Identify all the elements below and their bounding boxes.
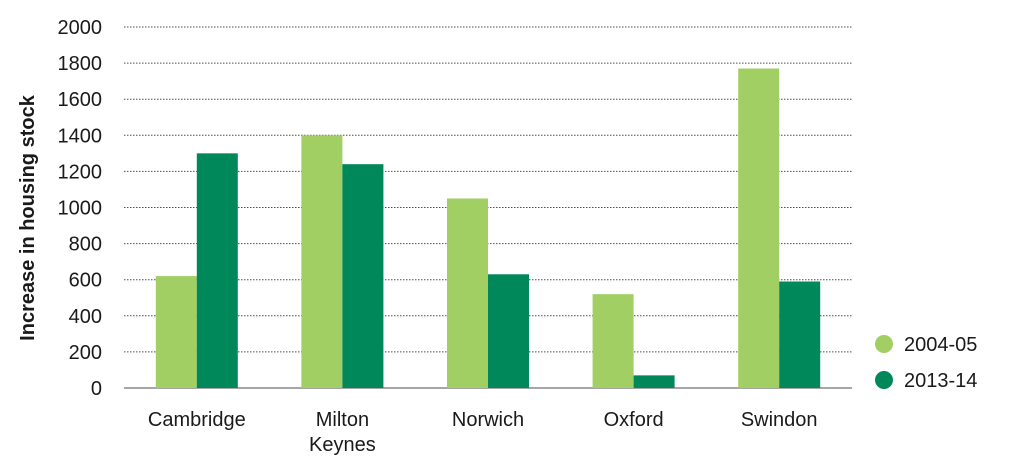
y-tick-label: 1200: [58, 161, 103, 183]
y-tick-label: 600: [69, 270, 102, 292]
y-tick-label: 1600: [58, 89, 103, 111]
legend-marker: [875, 335, 893, 353]
x-category-label: Oxford: [604, 409, 664, 431]
y-tick-label: 1000: [58, 198, 103, 220]
bar-2013-14-swindon: [779, 281, 821, 388]
y-axis-title: Increase in housing stock: [17, 94, 39, 341]
bar-2013-14-cambridge: [196, 153, 238, 388]
x-category-label: Swindon: [741, 409, 818, 431]
legend: 2004-05 2013-14: [875, 334, 977, 392]
y-tick-label: 400: [69, 306, 102, 328]
y-tick-label: 1400: [58, 125, 103, 147]
y-tick-label: 2000: [58, 17, 103, 39]
bar-2004-05-oxford: [592, 294, 634, 388]
bars: [155, 68, 821, 388]
legend-marker: [875, 371, 893, 389]
y-tick-label: 0: [91, 378, 102, 400]
bar-2004-05-norwich: [447, 198, 488, 388]
x-category-label: Norwich: [452, 409, 524, 431]
bar-2004-05-cambridge: [155, 276, 197, 388]
bar-2004-05-swindon: [738, 68, 780, 388]
x-category-label: Milton Keynes: [309, 409, 376, 456]
y-tick-label: 800: [69, 234, 102, 256]
bar-2013-14-oxford: [633, 375, 675, 388]
x-axis-categories: Cambridge Milton Keynes Norwich Oxford Swindo…: [148, 409, 818, 456]
legend-label: 2013-14: [904, 370, 977, 392]
legend-label: 2004-05: [904, 334, 977, 356]
bar-2013-14-norwich: [488, 274, 529, 388]
x-category-label: Cambridge: [148, 409, 246, 431]
y-axis-ticks: 0 200 400 600 800 1000 1200 1400 1600 1800 2000: [58, 17, 103, 400]
bar-2013-14-milton-keynes: [342, 164, 384, 388]
bar-2004-05-milton-keynes: [301, 135, 343, 388]
y-tick-label: 200: [69, 342, 102, 364]
y-tick-label: 1800: [58, 53, 103, 75]
